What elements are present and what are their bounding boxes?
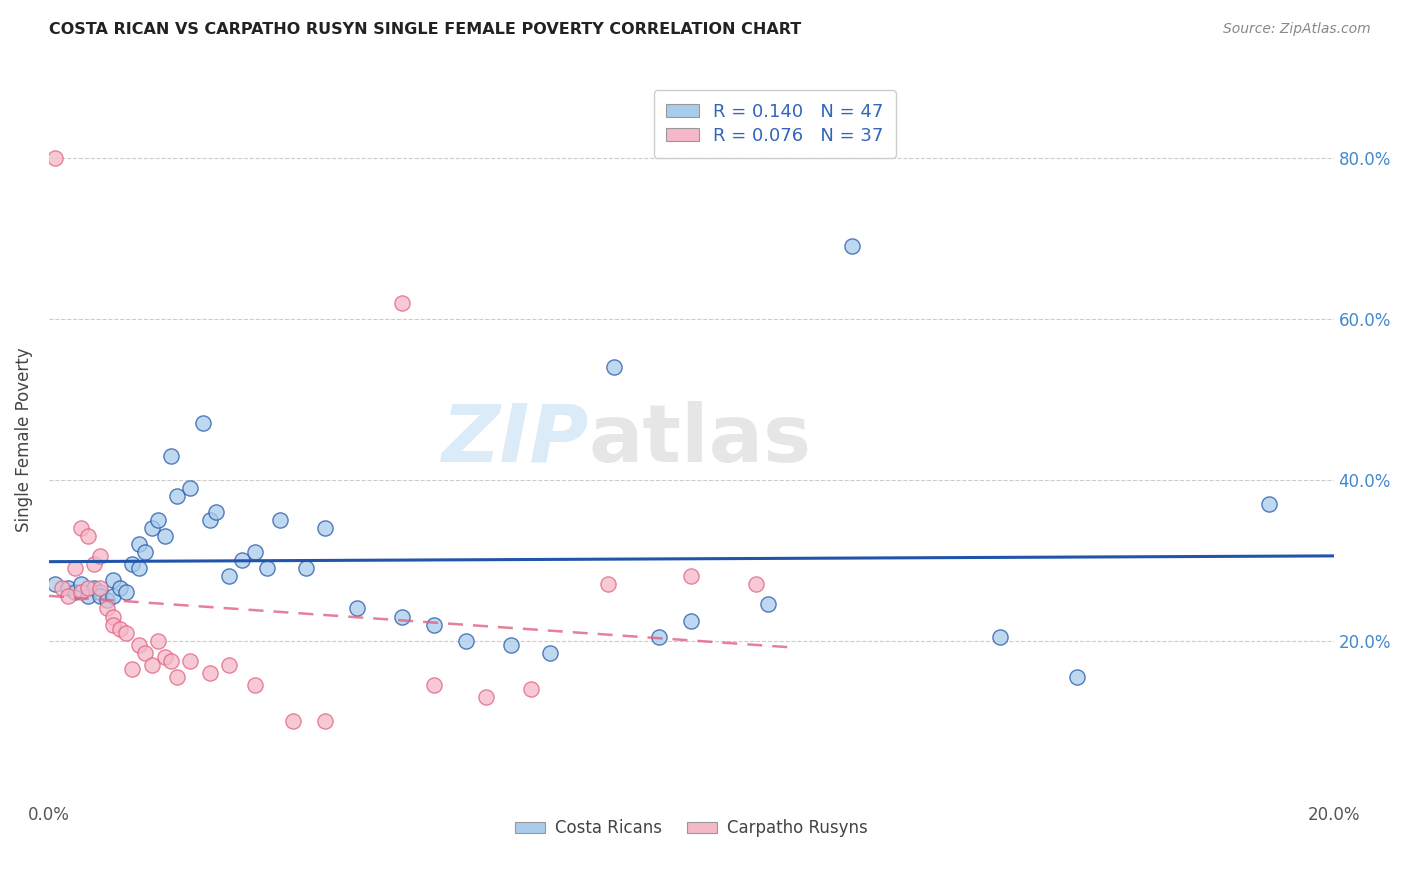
Point [423,617,446,632]
Point [121,558,143,572]
Point [179,654,201,668]
Point [218,569,240,583]
Point [603,360,626,375]
Point [681,614,703,628]
Point [501,638,523,652]
Point [128,561,150,575]
Point [160,449,183,463]
Point [198,665,221,680]
Point [1066,670,1088,684]
Point [179,481,201,495]
Point [538,646,561,660]
Point [596,577,619,591]
Point [314,521,336,535]
Point [58,590,80,604]
Text: Source: ZipAtlas.com: Source: ZipAtlas.com [1223,22,1371,37]
Point [346,601,368,615]
Point [89,549,111,564]
Point [231,553,253,567]
Point [96,601,118,615]
Point [146,513,169,527]
Point [128,638,150,652]
Point [205,505,228,519]
Point [76,590,98,604]
Point [115,625,138,640]
Point [89,582,111,596]
Point [76,529,98,543]
Point [44,151,66,165]
Point [108,622,131,636]
Point [89,590,111,604]
Point [648,630,671,644]
Point [281,714,304,728]
Point [51,582,73,596]
Point [218,657,240,672]
Point [103,574,125,588]
Point [166,670,188,684]
Point [681,569,703,583]
Point [70,585,93,599]
Point [841,239,863,253]
Point [519,681,541,696]
Y-axis label: Single Female Poverty: Single Female Poverty [15,347,32,532]
Point [391,295,413,310]
Point [160,654,183,668]
Point [83,558,105,572]
Point [103,590,125,604]
Point [83,582,105,596]
Point [166,489,188,503]
Point [103,617,125,632]
Point [295,561,318,575]
Point [314,714,336,728]
Text: atlas: atlas [589,401,811,478]
Point [456,633,478,648]
Point [76,582,98,596]
Point [256,561,278,575]
Legend: Costa Ricans, Carpatho Rusyns: Costa Ricans, Carpatho Rusyns [508,813,875,844]
Point [115,585,138,599]
Point [1258,497,1281,511]
Point [191,417,214,431]
Point [108,582,131,596]
Point [153,649,176,664]
Point [153,529,176,543]
Point [70,577,93,591]
Point [70,521,93,535]
Point [391,609,413,624]
Point [134,646,156,660]
Point [134,545,156,559]
Point [474,690,496,704]
Point [121,662,143,676]
Point [63,585,86,599]
Point [988,630,1011,644]
Point [44,577,66,591]
Text: ZIP: ZIP [441,401,589,478]
Point [128,537,150,551]
Point [198,513,221,527]
Point [141,657,163,672]
Point [243,678,266,692]
Point [63,561,86,575]
Point [96,593,118,607]
Point [758,598,780,612]
Point [146,633,169,648]
Point [243,545,266,559]
Point [423,678,446,692]
Point [103,609,125,624]
Point [744,577,766,591]
Point [58,582,80,596]
Text: COSTA RICAN VS CARPATHO RUSYN SINGLE FEMALE POVERTY CORRELATION CHART: COSTA RICAN VS CARPATHO RUSYN SINGLE FEM… [49,22,801,37]
Point [141,521,163,535]
Point [269,513,291,527]
Point [89,585,111,599]
